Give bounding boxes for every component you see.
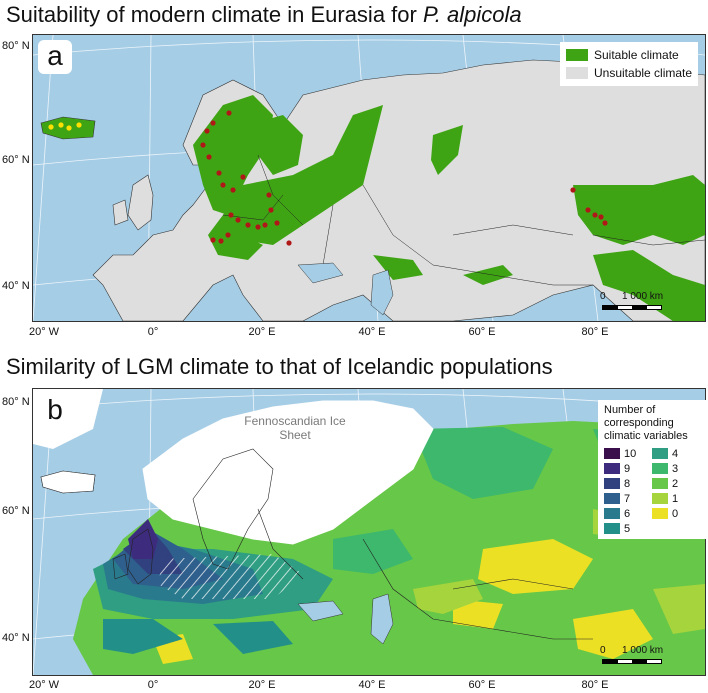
label-2: 2: [672, 477, 679, 490]
panel-b-title: Similarity of LGM climate to that of Ice…: [6, 354, 553, 379]
scale-start-b: 0: [600, 645, 606, 656]
lat-label-60-a: 60° N: [2, 154, 30, 166]
legend-a: Suitable climate Unsuitable climate: [560, 42, 699, 86]
lat-label-80-b: 80° N: [2, 396, 30, 408]
lon-label-b-1: 0°: [147, 679, 159, 691]
legend-b-item-2: 2: [652, 477, 700, 490]
legend-item-suitable: Suitable climate: [566, 46, 692, 64]
black-sea: [297, 262, 344, 284]
label-3: 3: [672, 462, 679, 475]
lon-label-b-4: 60° E: [468, 679, 496, 691]
panel-a-title: Suitability of modern climate in Eurasia…: [6, 2, 522, 28]
lon-label-a-4: 60° E: [468, 326, 496, 338]
caspian-sea: [370, 269, 394, 316]
country-borders: [222, 154, 705, 286]
ireland: [112, 199, 129, 226]
legend-b-item-10: 10: [604, 447, 652, 460]
legend-b-title: Number of corresponding climatic variabl…: [604, 404, 688, 442]
legend-label-suitable: Suitable climate: [594, 48, 679, 62]
legend-b-item-9: 9: [604, 462, 652, 475]
scale-end-a: 1 000 km: [622, 291, 664, 302]
scalebar-a: 0 1 000 km: [600, 291, 670, 315]
swatch-7: [604, 493, 620, 504]
map-panel-b: [32, 388, 706, 676]
british-isles: [127, 174, 154, 231]
legend-item-unsuitable: Unsuitable climate: [566, 64, 692, 82]
occurrence-points: [200, 110, 608, 246]
label-6: 6: [624, 507, 631, 520]
legend-b-item-5: 5: [604, 522, 652, 535]
swatch-unsuitable: [566, 67, 588, 79]
label-0: 0: [672, 507, 679, 520]
lon-label-b-5: 80° E: [581, 679, 609, 691]
map-b-svg: [33, 389, 705, 675]
label-1: 1: [672, 492, 679, 505]
legend-b-item-6: 6: [604, 507, 652, 520]
label-5: 5: [624, 522, 631, 535]
lon-label-a-1: 0°: [147, 326, 159, 338]
iceland-points: [48, 122, 82, 131]
lat-label-40-b: 40° N: [2, 632, 30, 644]
scale-bar-a: [602, 305, 662, 310]
lat-label-40-a: 40° N: [2, 280, 30, 292]
legend-b-item-7: 7: [604, 492, 652, 505]
label-10: 10: [624, 447, 637, 460]
swatch-3: [652, 463, 668, 474]
lat-label-60-b: 60° N: [2, 505, 30, 517]
swatch-1: [652, 493, 668, 504]
swatch-9: [604, 463, 620, 474]
scale-end-b: 1 000 km: [622, 645, 664, 656]
species-name: P. alpicola: [422, 2, 522, 27]
legend-b-item-3: 3: [652, 462, 700, 475]
lon-label-b-3: 40° E: [358, 679, 386, 691]
swatch-10: [604, 448, 620, 459]
legend-b-grid: 10 4 9 3 8 2 7 1 6 0 5: [604, 447, 700, 535]
swatch-4: [652, 448, 668, 459]
caspian-sea-b: [370, 593, 394, 645]
swatch-0: [652, 508, 668, 519]
scale-start-a: 0: [600, 291, 606, 302]
label-8: 8: [624, 477, 631, 490]
label-7: 7: [624, 492, 631, 505]
lon-label-a-3: 40° E: [358, 326, 386, 338]
lon-label-b-2: 20° E: [248, 679, 276, 691]
legend-label-unsuitable: Unsuitable climate: [594, 66, 693, 80]
swatch-suitable: [566, 49, 588, 61]
legend-b-item-8: 8: [604, 477, 652, 490]
label-9: 9: [624, 462, 631, 475]
scale-bar-b: [602, 659, 662, 664]
legend-b: Number of corresponding climatic variabl…: [598, 400, 706, 539]
panel-a-letter: a: [38, 40, 72, 74]
map-a-svg: [33, 35, 705, 321]
scalebar-b: 0 1 000 km: [600, 645, 670, 669]
lat-label-80-a: 80° N: [2, 40, 30, 52]
label-4: 4: [672, 447, 679, 460]
hatched-area: [158, 554, 303, 599]
black-sea-b: [297, 600, 344, 622]
map-panel-a: [32, 34, 706, 322]
lon-label-a-0: 20° W: [28, 326, 60, 338]
lon-label-a-2: 20° E: [248, 326, 276, 338]
panel-b-letter: b: [38, 394, 72, 428]
lon-label-b-0: 20° W: [28, 679, 60, 691]
legend-b-item-1: 1: [652, 492, 700, 505]
swatch-8: [604, 478, 620, 489]
swatch-6: [604, 508, 620, 519]
iceland-b: [40, 470, 96, 494]
legend-b-item-0: 0: [652, 507, 700, 520]
lon-label-a-5: 80° E: [581, 326, 609, 338]
legend-b-item-4: 4: [652, 447, 700, 460]
swatch-5: [604, 523, 620, 534]
panel-a-title-text: Suitability of modern climate in Eurasia…: [6, 2, 423, 27]
similarity-5-zones: [103, 619, 293, 654]
ice-sheet-label: Fennoscandian Ice Sheet: [244, 414, 346, 442]
swatch-2: [652, 478, 668, 489]
